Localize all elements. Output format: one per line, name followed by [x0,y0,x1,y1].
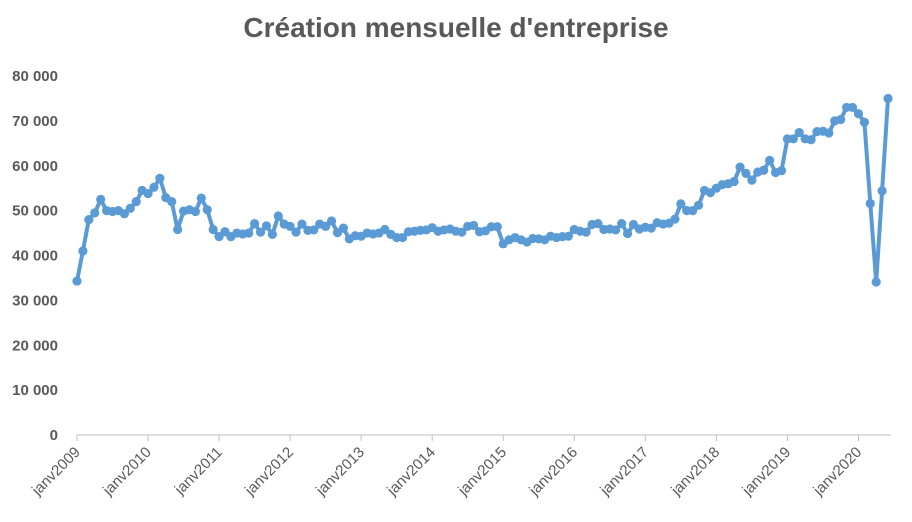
data-point [617,219,627,229]
x-tick-label: janv2016 [525,444,581,500]
data-point [670,214,680,224]
data-point [735,162,745,172]
data-point [291,227,301,237]
x-tick-label: janv2013 [312,444,368,500]
y-tick-label: 0 [50,427,58,444]
data-point [131,197,141,207]
data-point [78,246,88,256]
x-tick-label: janv2012 [241,444,297,500]
x-tick-label: janv2009 [28,444,84,500]
data-point [688,206,698,216]
data-point [119,209,129,219]
x-tick-label: janv2015 [454,444,510,500]
data-point [149,182,159,192]
data-point [167,197,177,207]
data-point [759,165,769,175]
data-point [581,227,591,237]
data-point [776,166,787,176]
data-point [261,221,272,231]
series-line [75,96,890,284]
data-point [84,215,94,225]
x-tick-label: janv2020 [809,444,865,500]
data-point [765,155,775,165]
data-point [741,168,751,178]
data-point [794,127,804,138]
data-point [250,219,260,229]
x-tick-label: janv2018 [667,444,723,500]
y-tick-label: 60 000 [12,158,58,175]
y-tick-label: 50 000 [12,203,58,220]
x-tick-label: janv2014 [383,444,439,500]
data-point [877,186,887,196]
data-point [244,228,254,238]
data-point [806,135,816,145]
data-point [747,175,757,185]
data-point [196,193,206,203]
data-point [309,225,319,235]
data-point [338,223,348,233]
data-point [398,232,408,243]
data-point [676,199,686,209]
data-point [622,228,633,239]
data-point [273,211,283,221]
data-point [125,203,135,213]
data-point [90,208,100,218]
data-point [72,276,82,286]
data-point [836,114,846,125]
data-point [326,216,337,226]
data-point [143,188,153,199]
data-point [646,223,656,233]
data-point [255,227,266,237]
data-point [729,176,739,187]
data-point [883,93,893,104]
x-tick-label: janv2011 [171,444,226,499]
data-point [563,231,573,241]
x-tick-label: janv2010 [99,444,155,500]
data-point [190,206,200,217]
x-tick-label: janv2017 [596,444,652,500]
data-point [871,277,881,287]
data-point [202,205,212,215]
y-tick-label: 70 000 [12,113,58,130]
data-point [208,224,218,235]
data-point [155,173,165,183]
data-point [694,200,704,210]
data-point [865,198,875,209]
data-point [859,117,869,127]
data-point [469,220,479,231]
data-point [267,229,277,240]
y-tick-label: 30 000 [12,292,58,309]
data-point [285,221,295,231]
data-point [611,225,621,235]
data-point [96,194,106,205]
data-point [457,227,467,237]
data-point [847,102,858,113]
data-point [297,219,307,229]
y-tick-label: 10 000 [12,382,58,399]
data-point [593,219,603,229]
x-tick-label: janv2019 [738,444,794,500]
data-point [824,128,834,138]
y-tick-label: 40 000 [12,248,58,265]
chart-title: Création mensuelle d'entreprise [243,12,669,43]
y-tick-label: 80 000 [12,68,58,85]
data-point [173,224,183,235]
y-tick-label: 20 000 [12,337,58,354]
data-point [853,109,864,119]
data-point [788,134,798,144]
data-point [321,221,331,231]
data-point [492,222,502,232]
